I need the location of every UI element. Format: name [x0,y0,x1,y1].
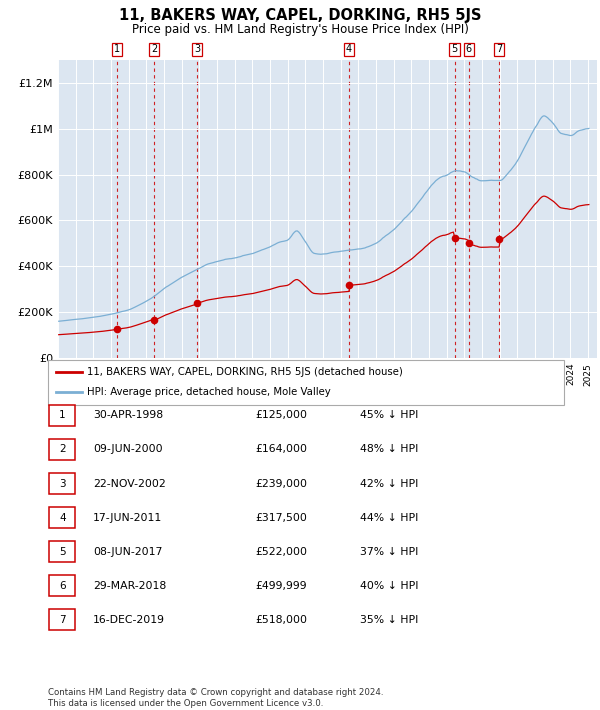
Text: £518,000: £518,000 [255,615,307,625]
Text: £499,999: £499,999 [255,581,307,591]
Text: 3: 3 [194,45,200,55]
Text: 2: 2 [59,444,66,454]
FancyBboxPatch shape [49,541,76,562]
Text: 16-DEC-2019: 16-DEC-2019 [93,615,165,625]
Text: 09-JUN-2000: 09-JUN-2000 [93,444,163,454]
Text: £317,500: £317,500 [255,513,307,523]
Text: £239,000: £239,000 [255,479,307,488]
Text: £125,000: £125,000 [255,410,307,420]
Text: 30-APR-1998: 30-APR-1998 [93,410,163,420]
Text: 48% ↓ HPI: 48% ↓ HPI [360,444,418,454]
Text: Price paid vs. HM Land Registry's House Price Index (HPI): Price paid vs. HM Land Registry's House … [131,23,469,36]
Text: 17-JUN-2011: 17-JUN-2011 [93,513,162,523]
FancyBboxPatch shape [48,360,564,405]
Text: 40% ↓ HPI: 40% ↓ HPI [360,581,419,591]
Text: 37% ↓ HPI: 37% ↓ HPI [360,547,418,557]
FancyBboxPatch shape [49,439,76,460]
Text: 6: 6 [466,45,472,55]
FancyBboxPatch shape [49,507,76,528]
Text: 2: 2 [151,45,157,55]
Text: 3: 3 [59,479,66,488]
FancyBboxPatch shape [49,609,76,630]
Text: £164,000: £164,000 [255,444,307,454]
Text: 45% ↓ HPI: 45% ↓ HPI [360,410,418,420]
Text: 4: 4 [346,45,352,55]
Text: 5: 5 [451,45,458,55]
Text: 11, BAKERS WAY, CAPEL, DORKING, RH5 5JS: 11, BAKERS WAY, CAPEL, DORKING, RH5 5JS [119,8,481,23]
Text: 44% ↓ HPI: 44% ↓ HPI [360,513,418,523]
Text: 5: 5 [59,547,66,557]
Text: 6: 6 [59,581,66,591]
FancyBboxPatch shape [49,405,76,426]
Text: 29-MAR-2018: 29-MAR-2018 [93,581,166,591]
Text: 7: 7 [496,45,502,55]
Text: HPI: Average price, detached house, Mole Valley: HPI: Average price, detached house, Mole… [86,387,331,397]
Text: 1: 1 [114,45,120,55]
FancyBboxPatch shape [49,575,76,596]
Text: 7: 7 [59,615,66,625]
Text: 35% ↓ HPI: 35% ↓ HPI [360,615,418,625]
Text: 4: 4 [59,513,66,523]
Text: 42% ↓ HPI: 42% ↓ HPI [360,479,418,488]
Text: 11, BAKERS WAY, CAPEL, DORKING, RH5 5JS (detached house): 11, BAKERS WAY, CAPEL, DORKING, RH5 5JS … [86,368,403,378]
Text: £522,000: £522,000 [255,547,307,557]
Text: Contains HM Land Registry data © Crown copyright and database right 2024.
This d: Contains HM Land Registry data © Crown c… [48,689,383,708]
Text: 22-NOV-2002: 22-NOV-2002 [93,479,166,488]
Text: 08-JUN-2017: 08-JUN-2017 [93,547,163,557]
FancyBboxPatch shape [49,473,76,494]
Text: 1: 1 [59,410,66,420]
